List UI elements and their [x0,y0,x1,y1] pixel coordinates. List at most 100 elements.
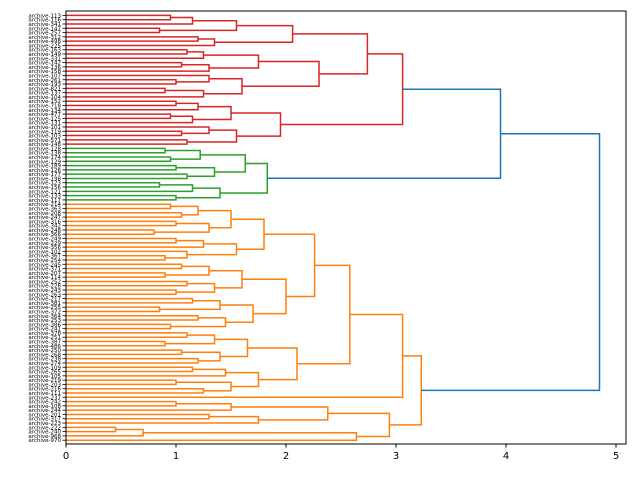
leaf-label: archive-247 [28,215,61,221]
leaf-label: archive-237 [28,395,61,401]
leaf-label: archive-117 [28,198,61,204]
leaf-label: archive-486 [28,344,61,350]
leaf-label: archive-571 [28,138,61,144]
x-tick-label: 4 [503,451,509,462]
leaf-label: archive-108 [28,404,61,410]
leaf-label: archive-274 [28,361,61,367]
leaf-label: archive-193 [28,82,61,88]
leaf-label: archive-381 [28,301,61,307]
leaf-label: archive-378 [28,331,61,337]
leaf-label: archive-367 [28,254,61,260]
leaf-label: archive-341 [28,22,61,28]
leaf-label: archive-208 [28,211,61,217]
leaf-label: archive-243 [28,288,61,294]
leaf-label: archive-123 [28,181,61,187]
leaf-label: archive-223 [28,421,61,427]
leaf-label: archive-317 [28,417,61,423]
leaf-label: archive-386 [28,322,61,328]
leaf-label: archive-174 [28,155,61,161]
leaf-label: archive-261 [28,78,61,84]
leaf-label: archive-158 [28,69,61,75]
leaf-label: archive-102 [28,249,61,255]
leaf-label: archive-363 [28,206,61,212]
leaf-label: archive-821 [28,86,61,92]
leaf-label: archive-245 [28,262,61,268]
leaf-label: archive-149 [28,52,61,58]
leaf-label: archive-229 [28,241,61,247]
leaf-label: archive-252 [28,279,61,285]
leaf-label: archive-240 [28,430,61,436]
leaf-label: archive-372 [28,309,61,315]
leaf-label: archive-138 [28,151,61,157]
leaf-label: archive-152 [28,99,61,105]
dendrogram-link [421,132,601,392]
leaf-label: archive-131 [28,121,61,127]
leaf-label: archive-251 [28,335,61,341]
leaf-label: archive-219 [28,378,61,384]
leaf-label: archive-119 [28,129,61,135]
leaf-label: archive-111 [28,391,61,397]
leaf-label: archive-201 [28,412,61,418]
leaf-label: archive-222 [28,425,61,431]
leaf-label: archive-342 [28,224,61,230]
x-tick-label: 5 [613,451,619,462]
leaf-label: archive-387 [28,340,61,346]
leaf-label: archive-128 [28,146,61,152]
leaf-label: archive-244 [28,408,61,414]
leaf-label: archive-968 [28,434,61,440]
leaf-label: archive-133 [28,194,61,200]
leaf-label: archive-255 [28,305,61,311]
leaf-label: archive-498 [28,39,61,45]
leaf-label: archive-217 [28,297,61,303]
leaf-label: archive-970 [28,438,61,444]
leaf-label: archive-114 [28,275,61,281]
leaf-label: archive-356 [28,245,61,251]
x-tick-label: 3 [393,451,399,462]
leaf-label: archive-226 [28,284,61,290]
leaf-label: archive-477 [28,112,61,118]
leaf-label: archive-242 [28,400,61,406]
plot-border [65,10,627,445]
leaf-label: archive-147 [28,26,61,32]
leaf-label: archive-142 [28,61,61,67]
leaf-label: archive-126 [28,168,61,174]
leaf-label: archive-366 [28,232,61,238]
leaf-label: archive-198 [28,176,61,182]
leaf-label: archive-263 [28,292,61,298]
leaf-label: archive-254 [28,258,61,264]
leaf-label: archive-214 [28,202,61,208]
leaf-label: archive-113 [28,13,61,19]
leaf-label: archive-177 [28,172,61,178]
x-tick-label: 1 [173,451,179,462]
leaf-label: archive-241 [28,327,61,333]
leaf-label: archive-163 [28,48,61,54]
leaf-label: archive-134 [28,108,61,114]
leaf-label: archive-364 [28,314,61,320]
leaf-label: archive-136 [28,65,61,71]
leaf-label: archive-312 [28,35,61,41]
leaf-label: archive-249 [28,237,61,243]
leaf-label: archive-107 [28,73,61,79]
leaf-label: archive-129 [28,159,61,165]
leaf-label: archive-103 [28,134,61,140]
leaf-label: archive-238 [28,357,61,363]
leaf-label: archive-250 [28,348,61,354]
leaf-label: archive-207 [28,271,61,277]
x-tick-label: 0 [63,451,69,462]
leaf-label: archive-101 [28,125,61,131]
leaf-label: archive-331 [28,56,61,62]
leaf-label: archive-105 [28,374,61,380]
leaf-label: archive-257 [28,31,61,37]
leaf-label: archive-104 [28,95,61,101]
leaf-label: archive-125 [28,116,61,122]
leaf-label: archive-156 [28,185,61,191]
leaf-label: archive-189 [28,164,61,170]
leaf-label: archive-265 [28,370,61,376]
leaf-label: archive-109 [28,365,61,371]
leaf-label: archive-371 [28,267,61,273]
leaf-label: archive-203 [28,382,61,388]
leaf-label: archive-116 [28,18,61,24]
